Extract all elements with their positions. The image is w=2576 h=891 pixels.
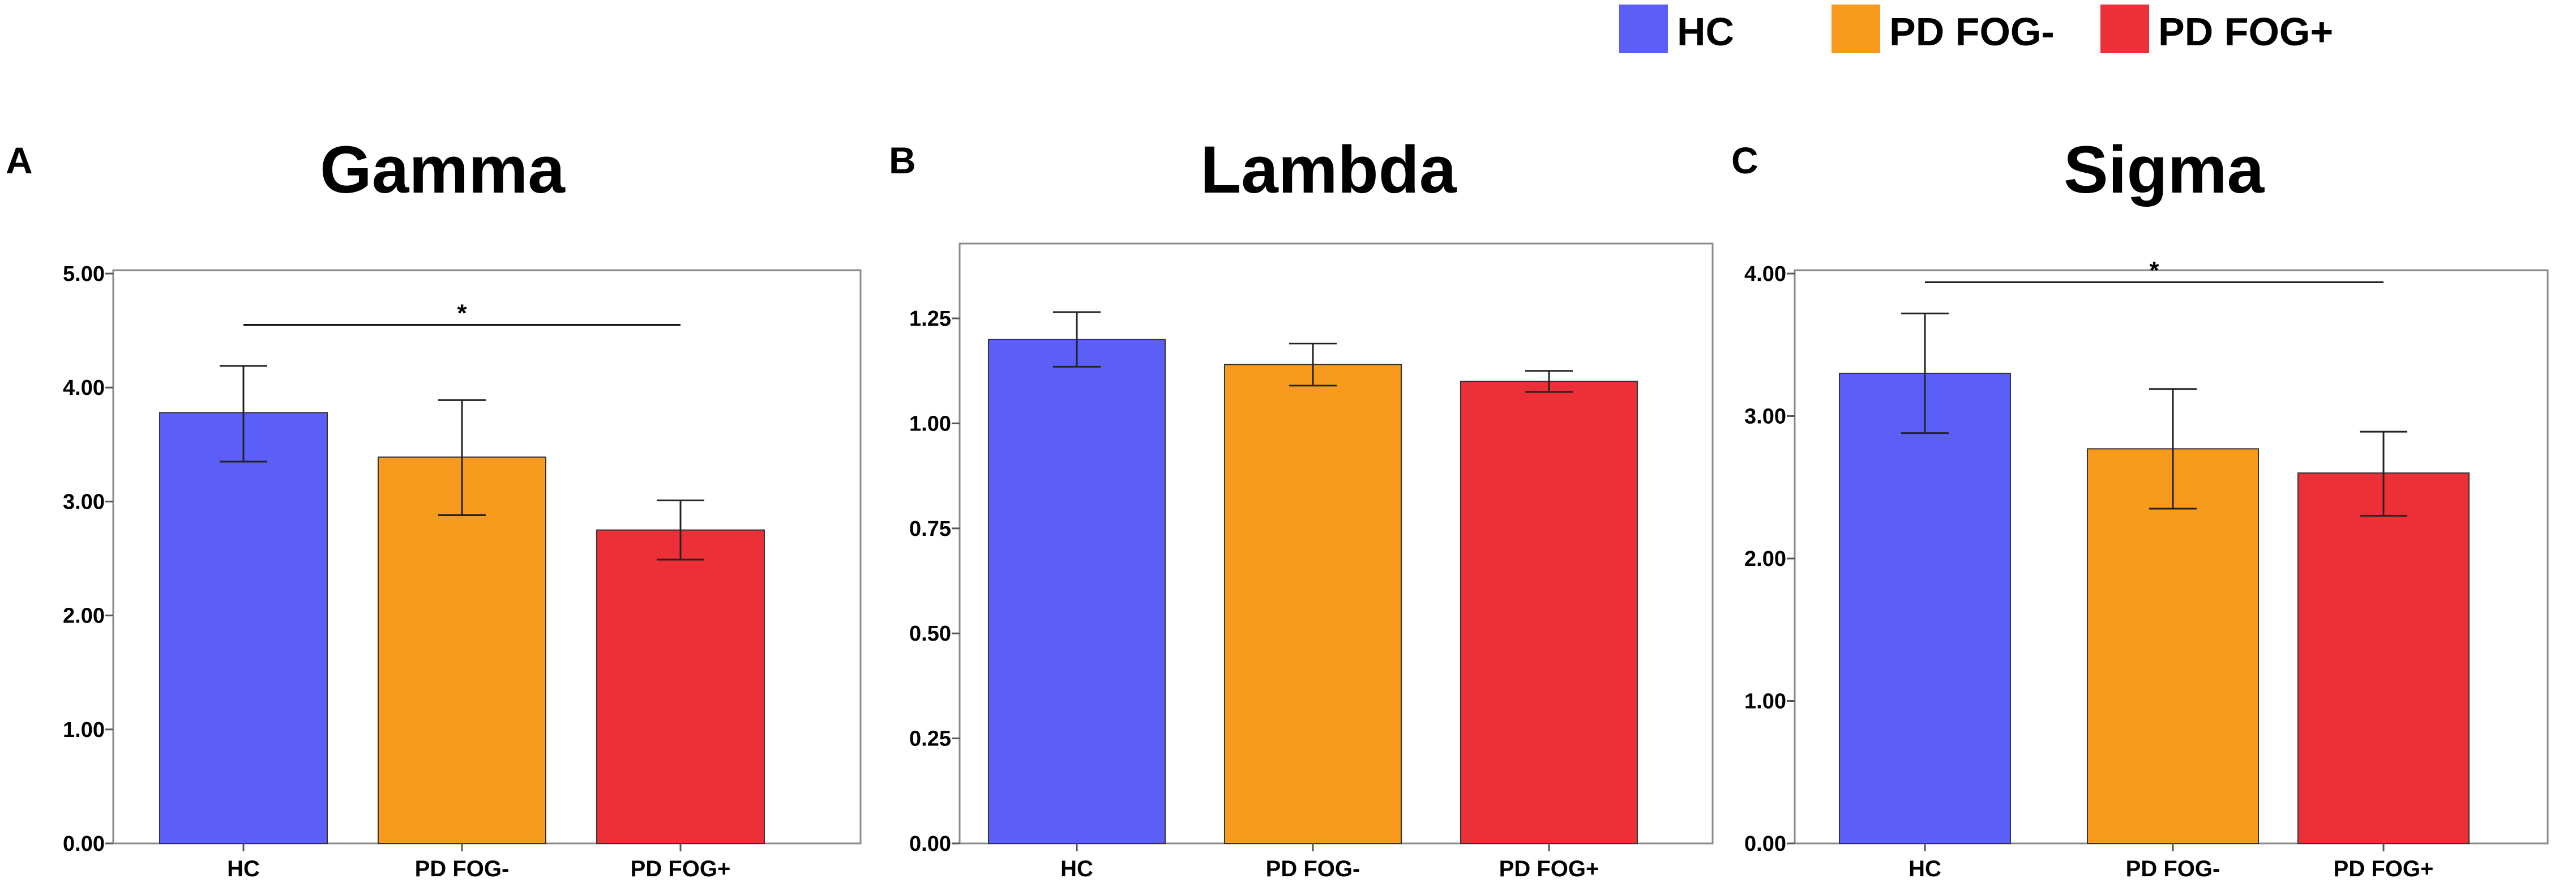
bar bbox=[2297, 472, 2470, 844]
legend-item: PD FOG- bbox=[1832, 5, 2055, 54]
x-tick-label: HC bbox=[1060, 856, 1093, 881]
chart-panel-a: A Gamma 0.00 1.00 2.00 3.00 4.00 5.00 HC PD FOG- P… bbox=[6, 133, 862, 881]
legend-item: HC bbox=[1619, 5, 1734, 54]
y-tick-label: 1.25 bbox=[909, 307, 951, 331]
error-bar bbox=[1901, 312, 1949, 434]
panel-letter: C bbox=[1731, 139, 1758, 181]
bar bbox=[1839, 373, 2011, 844]
legend-swatch bbox=[2100, 5, 2149, 53]
y-tick-label: 0.00 bbox=[63, 832, 105, 856]
panel-letter: A bbox=[6, 139, 33, 181]
y-tick-label: 1.00 bbox=[63, 718, 105, 742]
bar bbox=[988, 339, 1166, 844]
x-tick-label: PD FOG+ bbox=[631, 856, 731, 881]
y-tick-label: 0.25 bbox=[909, 727, 951, 751]
x-tick-label: PD FOG+ bbox=[1499, 856, 1599, 881]
error-bar bbox=[1289, 343, 1337, 387]
legend-swatch bbox=[1619, 5, 1668, 53]
significance-star: * bbox=[457, 300, 467, 327]
legend-label: HC bbox=[1677, 10, 1734, 54]
y-tick-label: 4.00 bbox=[1744, 262, 1786, 286]
y-tick-label: 5.00 bbox=[63, 262, 105, 286]
y-tick-label: 0.50 bbox=[909, 622, 951, 646]
bar bbox=[159, 412, 328, 844]
chart-panel-b: B Lambda 0.00 0.25 0.50 0.75 1.00 1.25 HC PD FOG-… bbox=[889, 133, 1714, 881]
y-tick-label: 0.75 bbox=[909, 517, 951, 541]
error-bar bbox=[2360, 430, 2407, 517]
chart-panel-c: C Sigma 0.00 1.00 2.00 3.00 4.00 HC PD FOG- PD FO… bbox=[1731, 133, 2549, 881]
significance-marker: * bbox=[243, 300, 681, 327]
y-tick-label: 0.00 bbox=[1744, 832, 1786, 856]
x-tick-label: PD FOG- bbox=[1266, 856, 1360, 881]
chart-title: Sigma bbox=[2064, 133, 2265, 207]
error-bar bbox=[2149, 388, 2197, 510]
legend-label: PD FOG+ bbox=[2158, 10, 2333, 54]
y-tick-label: 3.00 bbox=[1744, 405, 1786, 429]
error-bar bbox=[1053, 311, 1101, 368]
significance-marker: * bbox=[1925, 257, 2384, 284]
error-bar bbox=[220, 365, 267, 463]
legend: HC PD FOG- PD FOG+ bbox=[1619, 5, 2333, 54]
legend-swatch bbox=[1832, 5, 1880, 53]
error-bar bbox=[657, 499, 704, 561]
y-tick-label: 1.00 bbox=[1744, 690, 1786, 714]
legend-item: PD FOG+ bbox=[2100, 5, 2333, 54]
legend-label: PD FOG- bbox=[1889, 10, 2055, 54]
error-bar bbox=[1525, 370, 1573, 393]
y-tick-label: 2.00 bbox=[63, 604, 105, 628]
x-tick-label: PD FOG- bbox=[415, 856, 510, 881]
y-tick-label: 3.00 bbox=[63, 490, 105, 514]
significance-star: * bbox=[2149, 257, 2159, 284]
x-tick-label: PD FOG+ bbox=[2334, 856, 2434, 881]
panel-letter: B bbox=[889, 139, 916, 181]
chart-title: Gamma bbox=[320, 133, 566, 207]
x-tick-label: HC bbox=[1909, 856, 1941, 881]
x-tick-label: PD FOG- bbox=[2126, 856, 2220, 881]
y-tick-label: 2.00 bbox=[1744, 547, 1786, 571]
y-tick-label: 1.00 bbox=[909, 412, 951, 436]
chart-title: Lambda bbox=[1200, 133, 1457, 207]
x-tick-label: HC bbox=[227, 856, 260, 881]
bar bbox=[1224, 364, 1402, 844]
y-tick-label: 0.00 bbox=[909, 832, 951, 856]
bar bbox=[2087, 448, 2259, 844]
y-tick-label: 4.00 bbox=[63, 376, 105, 400]
error-bar bbox=[438, 399, 486, 517]
bar bbox=[1460, 381, 1638, 844]
bar bbox=[596, 529, 765, 844]
bar bbox=[378, 456, 546, 844]
